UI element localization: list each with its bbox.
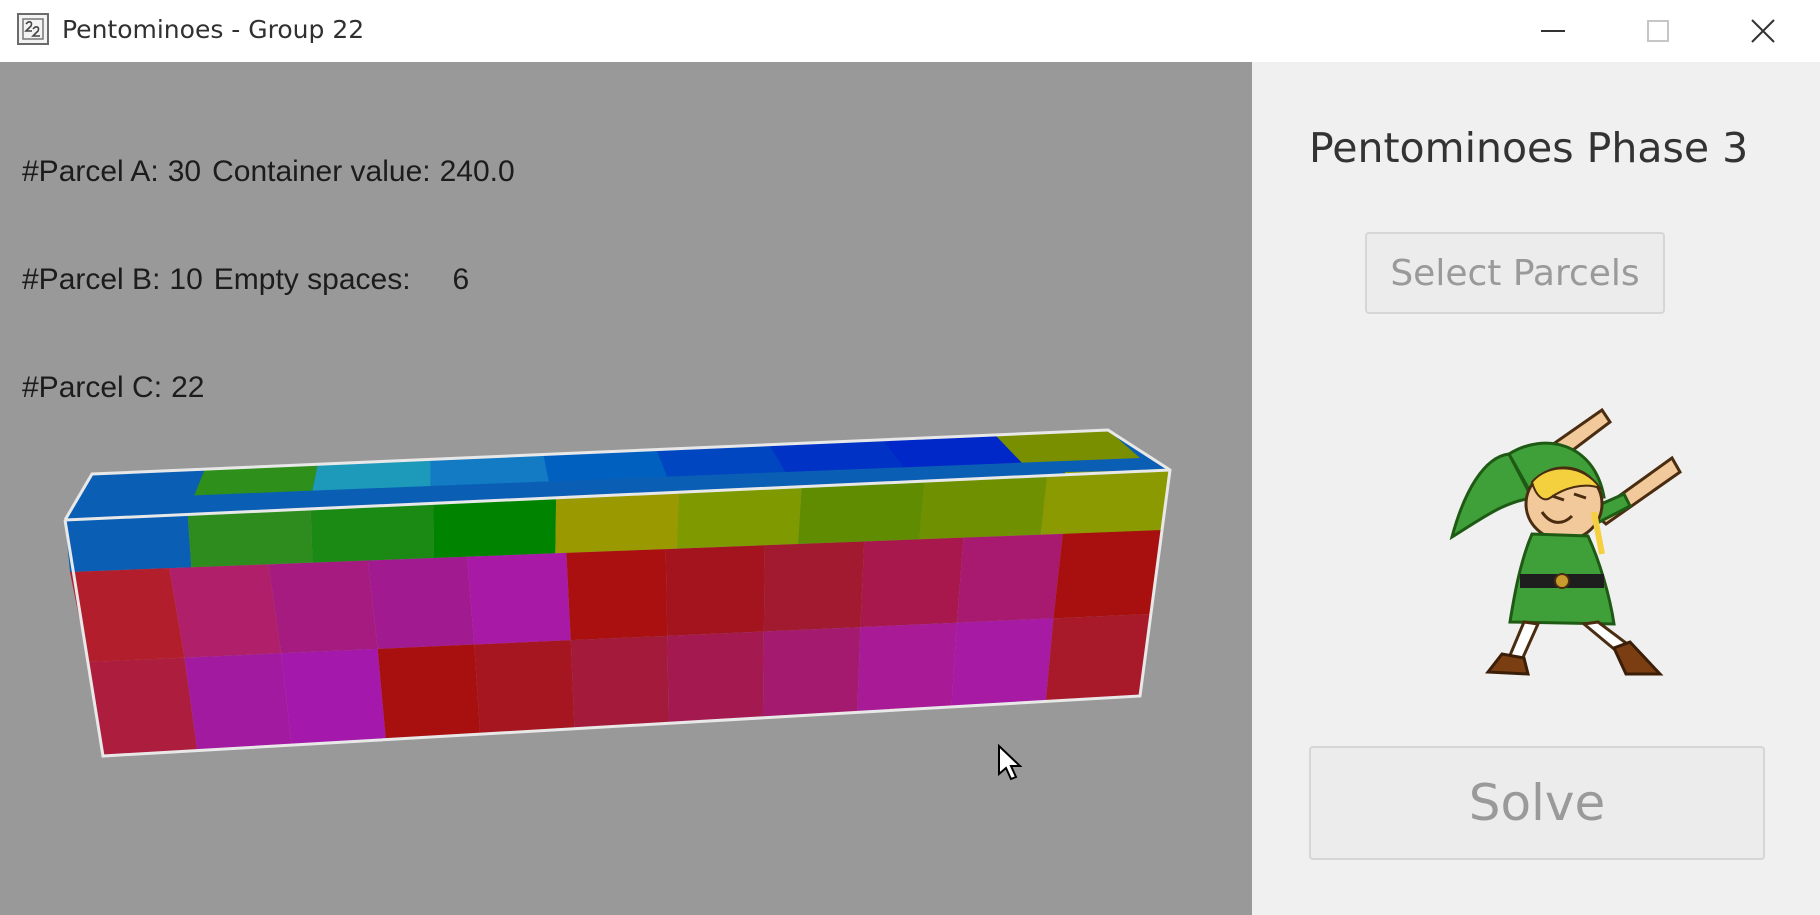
parcel-a-value: 30 — [167, 155, 202, 188]
top-row-cell — [76, 469, 205, 500]
container-box — [63, 428, 1172, 758]
front-row-1-cell — [860, 537, 964, 628]
top-row-cell — [430, 454, 549, 486]
middle-row-cell — [310, 503, 434, 563]
front-row-2-cell — [762, 627, 861, 718]
window-title-bar: Pentominoes - Group 22 — [0, 0, 1820, 62]
top-row-cell — [194, 464, 318, 496]
front-row-2-cell — [667, 631, 764, 724]
top-row-cell — [882, 434, 1022, 468]
top-row-cell — [656, 444, 786, 477]
front-row-2-cell — [474, 640, 575, 735]
app-window-icon[interactable] — [17, 13, 49, 45]
middle-row-cell — [1040, 470, 1170, 535]
parcel-b-value: 10 — [169, 263, 203, 296]
solve-button[interactable]: Solve — [1309, 746, 1765, 860]
front-row-2-cell — [184, 653, 292, 751]
container-value: 240.0 — [439, 155, 515, 188]
empty-spaces-label: Empty spaces: — [213, 263, 411, 296]
middle-row-cell — [187, 508, 313, 568]
stat-line-2: #Parcel B: 10 Empty spaces: 6 — [22, 262, 515, 298]
front-row-1-cell — [665, 545, 765, 636]
front-row-1-cell — [268, 560, 378, 654]
front-row-1-cell — [169, 564, 282, 658]
front-row-2-cell — [281, 648, 386, 746]
control-panel: Pentominoes Phase 3 Select Parcels Solve — [1252, 62, 1820, 915]
minimize-icon[interactable] — [1503, 0, 1603, 62]
front-row-1-cell — [70, 568, 185, 662]
front-row-2-cell — [857, 622, 957, 713]
close-icon[interactable] — [1713, 0, 1813, 62]
container-value-label: Container value: — [212, 155, 431, 188]
middle-row-cell — [555, 492, 679, 554]
stat-line-3: #Parcel C: 22 — [22, 370, 515, 406]
container-3d-view[interactable]: #Parcel A: 30 Container value: 240.0 #Parce… — [0, 62, 1252, 915]
stat-line-1: #Parcel A: 30 Container value: 240.0 — [22, 154, 515, 190]
top-row-cell — [995, 430, 1140, 463]
window-title: Pentominoes - Group 22 — [62, 15, 365, 44]
stats-overlay: #Parcel A: 30 Container value: 240.0 #Parce… — [22, 82, 515, 478]
front-row-1-cell — [1053, 530, 1162, 619]
middle-row-cell — [65, 514, 192, 572]
front-row-1-cell — [956, 533, 1063, 623]
middle-row-cell — [919, 475, 1048, 540]
front-row-2-cell — [88, 657, 198, 756]
mouse-cursor-icon — [998, 744, 1023, 781]
front-row-2-cell — [377, 644, 481, 740]
empty-spaces-value: 6 — [452, 263, 470, 296]
dabbing-elf-illustration — [1449, 407, 1682, 676]
front-row-1-cell — [467, 552, 571, 645]
parcel-a-label: #Parcel A: — [22, 155, 159, 188]
middle-row-cell — [433, 497, 557, 558]
front-row-2-cell — [570, 635, 669, 729]
maximize-icon[interactable] — [1608, 0, 1708, 62]
panel-title: Pentominoes Phase 3 — [1309, 124, 1749, 172]
middle-row-cell — [798, 481, 925, 544]
top-row-cell — [312, 459, 431, 491]
parcel-b-label: #Parcel B: — [22, 263, 161, 296]
top-row-cell — [769, 439, 904, 472]
middle-row-cell — [676, 486, 802, 549]
top-row-cell — [543, 449, 668, 482]
front-row-2-cell — [1045, 614, 1150, 702]
front-row-2-cell — [951, 618, 1054, 707]
front-row-1-cell — [763, 541, 865, 632]
front-row-1-cell — [566, 549, 668, 641]
parcel-c-label: #Parcel C: — [22, 371, 163, 404]
select-parcels-button[interactable]: Select Parcels — [1365, 232, 1665, 314]
front-row-1-cell — [367, 556, 475, 649]
parcel-c-value: 22 — [171, 371, 205, 404]
